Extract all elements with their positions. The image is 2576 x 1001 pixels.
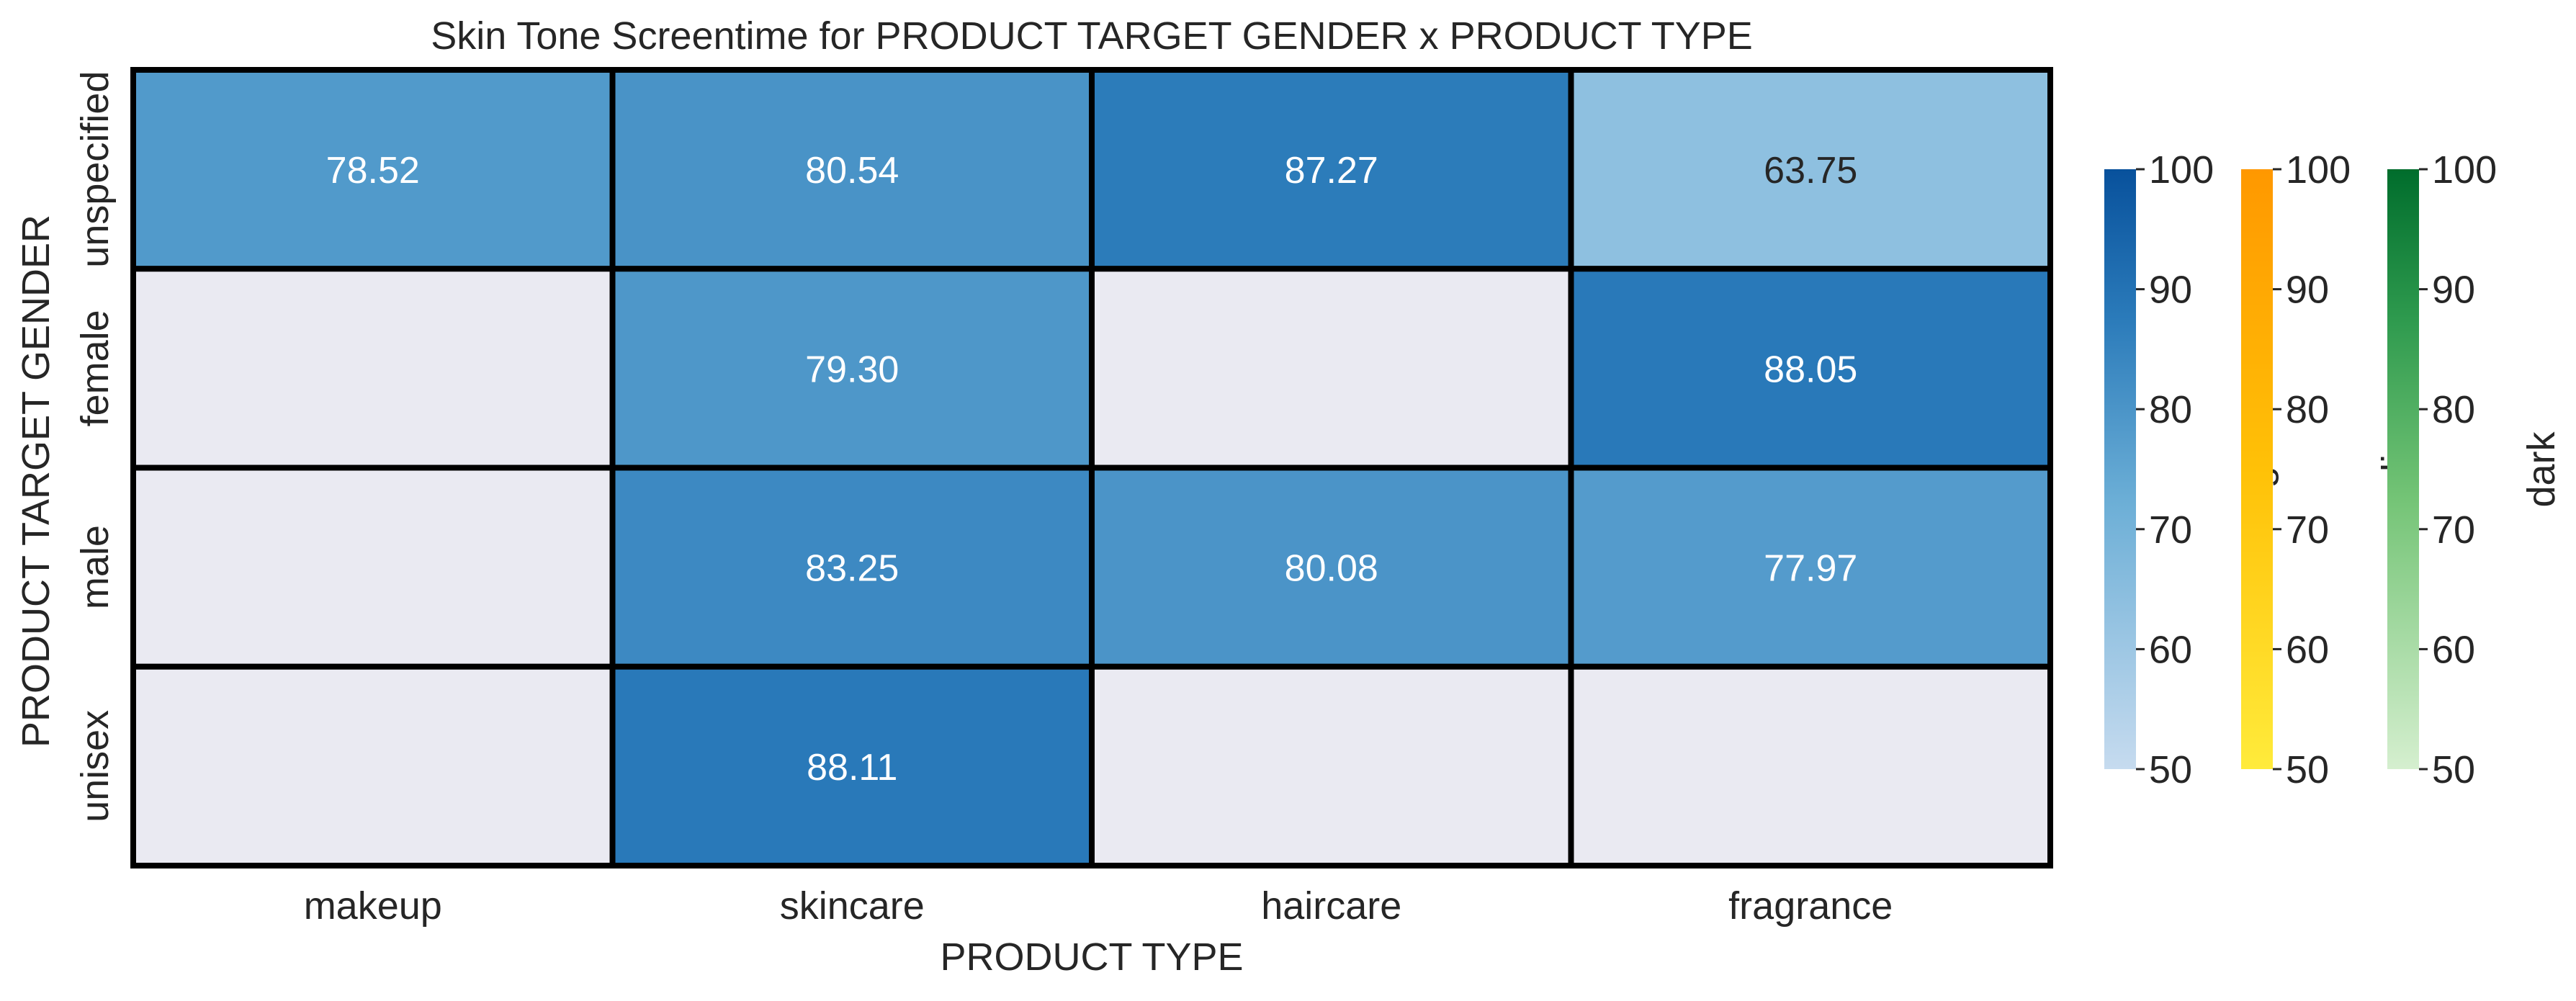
colorbar-tick-label: 60 — [2149, 628, 2192, 671]
heatmap-cell — [1089, 464, 1574, 670]
cell-value-label: 88.05 — [1764, 349, 1857, 390]
colorbar-tick-label: 50 — [2286, 748, 2329, 791]
heatmap-cell — [1089, 663, 1574, 868]
x-tick-label: skincare — [780, 884, 925, 928]
colorbar-gradient — [2104, 169, 2136, 769]
colorbar-tick-label: 70 — [2432, 508, 2475, 552]
heatmap-cell — [1568, 663, 2053, 868]
colorbar-tick-label: 70 — [2149, 508, 2192, 552]
y-tick-label: unspecified — [73, 71, 117, 268]
x-tick-labels: makeup skincare haircare fragrance — [304, 884, 1893, 928]
colorbar-tick-label: 60 — [2432, 628, 2475, 671]
colorbar-gradient — [2241, 169, 2273, 769]
colorbar-tick-label: 100 — [2432, 148, 2497, 192]
colorbars: 5060708090100light5060708090100medium506… — [2104, 148, 2563, 791]
cell-value-label: 80.54 — [805, 150, 899, 192]
colorbar-label: dark — [2520, 431, 2563, 507]
chart-title: Skin Tone Screentime for PRODUCT TARGET … — [431, 14, 1753, 58]
colorbar-tick-label: 60 — [2286, 628, 2329, 671]
heatmap-cell — [609, 67, 1095, 272]
x-tick-label: fragrance — [1728, 884, 1893, 928]
cell-value-label: 78.52 — [326, 150, 420, 192]
cell-value-label: 88.11 — [807, 747, 897, 789]
colorbar-tick-label: 80 — [2149, 388, 2192, 431]
y-tick-label: male — [73, 525, 117, 609]
colorbar-tick-label: 50 — [2432, 748, 2475, 791]
colorbar-tick-label: 80 — [2286, 388, 2329, 431]
heatmap-cell — [130, 663, 616, 868]
heatmap-cell — [130, 266, 616, 471]
y-axis-label: PRODUCT TARGET GENDER — [14, 215, 58, 748]
heatmap-cell — [1089, 266, 1574, 471]
cell-value-label: 63.75 — [1764, 150, 1857, 192]
y-tick-label: female — [73, 310, 117, 426]
colorbar-tick-label: 100 — [2149, 148, 2214, 192]
colorbar-gradient — [2387, 169, 2419, 769]
heatmap-cells: 78.52 80.54 87.27 63.75 79.30 88.05 83.25 80.08… — [130, 67, 2053, 868]
colorbar-tick-label: 90 — [2149, 269, 2192, 312]
x-tick-label: haircare — [1261, 884, 1401, 928]
colorbar-tick-label: 70 — [2286, 508, 2329, 552]
colorbar-tick-label: 90 — [2432, 269, 2475, 312]
colorbar-dark: 50 60 70 80 90 100 dark — [2387, 148, 2563, 791]
colorbar-tick-label: 80 — [2432, 388, 2475, 431]
heatmap-frame — [131, 68, 2052, 868]
heatmap-cell — [130, 464, 616, 670]
y-tick-labels: unspecified female male unisex — [73, 71, 117, 822]
colorbar-tick-label: 100 — [2286, 148, 2351, 192]
heatmap-cell — [1568, 266, 2053, 471]
colorbar-tick-label: 50 — [2149, 748, 2192, 791]
heatmap-cell — [130, 67, 616, 272]
cell-value-label: 79.30 — [805, 349, 899, 390]
heatmap-cell — [609, 663, 1095, 868]
x-tick-label: makeup — [304, 884, 442, 928]
x-axis-label: PRODUCT TYPE — [940, 935, 1243, 979]
cell-value-label: 77.97 — [1764, 548, 1857, 590]
y-tick-label: unisex — [73, 710, 117, 822]
cell-value-label: 80.08 — [1285, 548, 1378, 590]
colorbar-tick-label: 90 — [2286, 269, 2329, 312]
cell-value-label: 83.25 — [805, 548, 899, 590]
cell-value-label: 87.27 — [1285, 150, 1378, 192]
